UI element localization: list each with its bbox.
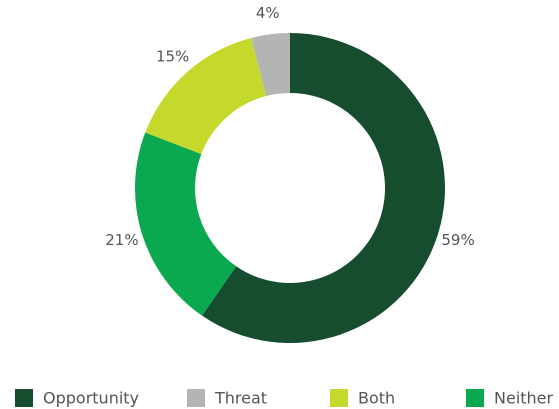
legend-label: Threat xyxy=(214,389,267,408)
legend-label: Neither xyxy=(494,389,554,408)
donut-slice xyxy=(251,33,290,97)
donut-slice xyxy=(202,33,446,343)
donut-slice xyxy=(145,37,267,155)
donut-slice xyxy=(135,132,237,316)
legend-swatch xyxy=(187,389,205,407)
legend-swatch xyxy=(330,389,348,407)
data-label: 15% xyxy=(156,47,189,65)
legend-swatch xyxy=(466,389,484,407)
legend-label: Opportunity xyxy=(43,389,139,408)
legend-label: Both xyxy=(358,389,395,408)
legend-swatch xyxy=(15,389,33,407)
data-label: 21% xyxy=(105,231,138,249)
data-label: 59% xyxy=(441,231,474,249)
data-label: 4% xyxy=(256,4,280,22)
